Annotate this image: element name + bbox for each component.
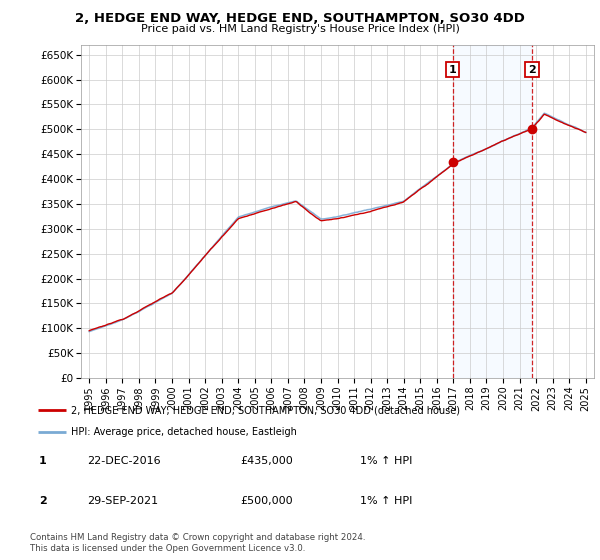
Bar [453,45,532,378]
Text: 2, HEDGE END WAY, HEDGE END, SOUTHAMPTON, SO30 4DD: 2, HEDGE END WAY, HEDGE END, SOUTHAMPTON… [75,12,525,25]
Text: HPI: Average price, detached house, Eastleigh: HPI: Average price, detached house, East… [71,427,297,437]
Text: 22-DEC-2016: 22-DEC-2016 [87,456,161,466]
Text: 2, HEDGE END WAY, HEDGE END, SOUTHAMPTON, SO30 4DD (detached house): 2, HEDGE END WAY, HEDGE END, SOUTHAMPTON… [71,405,460,416]
Text: 1% ↑ HPI: 1% ↑ HPI [360,456,412,466]
Text: 1: 1 [39,456,46,466]
Text: Price paid vs. HM Land Registry's House Price Index (HPI): Price paid vs. HM Land Registry's House … [140,24,460,34]
Text: 1% ↑ HPI: 1% ↑ HPI [360,496,412,506]
Text: £435,000: £435,000 [240,456,293,466]
Text: 29-SEP-2021: 29-SEP-2021 [87,496,158,506]
Text: 2: 2 [528,64,536,74]
Text: 2: 2 [39,496,46,506]
Text: Contains HM Land Registry data © Crown copyright and database right 2024.
This d: Contains HM Land Registry data © Crown c… [30,533,365,553]
Text: £500,000: £500,000 [240,496,293,506]
Text: 1: 1 [449,64,457,74]
